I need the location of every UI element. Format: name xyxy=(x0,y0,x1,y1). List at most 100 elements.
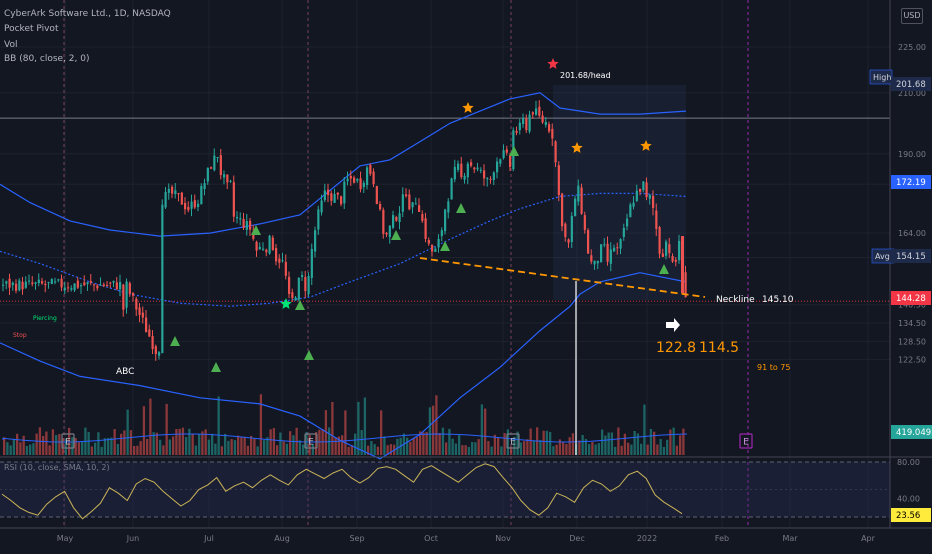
candle xyxy=(229,180,232,182)
volume-bar xyxy=(376,446,380,455)
candle xyxy=(301,275,304,277)
volume-bar xyxy=(464,445,467,455)
candle xyxy=(655,210,658,229)
candle xyxy=(476,167,479,170)
volume-bar xyxy=(432,405,435,455)
indicator-pocket-pivot[interactable]: Pocket Pivot xyxy=(4,24,59,34)
candle xyxy=(167,188,170,193)
volume-bar xyxy=(633,430,636,455)
candle xyxy=(63,287,66,291)
volume-bar xyxy=(207,439,211,455)
candle xyxy=(684,272,687,298)
candle xyxy=(554,141,557,163)
volume-bar xyxy=(94,442,97,455)
candle xyxy=(369,164,372,174)
rsi-value-tag-box xyxy=(891,508,931,522)
volume-bar xyxy=(19,442,22,455)
candle xyxy=(626,218,629,227)
volume-bar xyxy=(129,430,133,455)
volume-bar xyxy=(565,444,568,455)
rsi-title: RSI (10, close, SMA, 10, 2) xyxy=(4,463,110,472)
candle xyxy=(219,155,222,176)
volume-bar xyxy=(201,431,204,455)
candle xyxy=(171,186,174,194)
candle xyxy=(258,246,261,250)
y-tick-label: 134.50 xyxy=(898,319,926,328)
volume-bar xyxy=(81,441,84,455)
volume-bar xyxy=(480,404,484,455)
symbol-title[interactable]: CyberArk Software Ltd., 1D, NASDAQ xyxy=(4,9,171,19)
candle xyxy=(385,232,388,235)
volume-tag: 419.049K xyxy=(896,428,932,438)
candle xyxy=(86,282,89,285)
volume-bar xyxy=(103,438,107,455)
candle xyxy=(460,163,463,178)
y-tick-label: 122.50 xyxy=(898,356,926,365)
candle xyxy=(479,169,482,171)
candle xyxy=(635,190,638,201)
x-tick-label: 2022 xyxy=(637,534,657,543)
pocket-pivot-triangle xyxy=(659,264,669,274)
candle xyxy=(330,193,333,201)
volume-bar xyxy=(256,446,259,455)
volume-bar xyxy=(506,429,510,455)
earnings-marker xyxy=(739,433,753,449)
volume-bar xyxy=(419,431,422,455)
volume-bar xyxy=(477,439,480,455)
candle xyxy=(343,181,346,204)
pocket-pivot-triangle xyxy=(391,230,401,240)
indicator-volume[interactable]: Vol xyxy=(4,40,18,50)
candle xyxy=(470,162,473,166)
pattern-zone xyxy=(553,85,686,300)
candle xyxy=(249,220,252,230)
candle xyxy=(492,172,495,180)
currency-label[interactable]: USD xyxy=(901,8,923,24)
indicator-bollinger[interactable]: BB (80, close, 2, 0) xyxy=(4,54,90,64)
target-2-label: 114.5 xyxy=(699,340,739,356)
candle xyxy=(278,258,281,263)
candle xyxy=(401,194,404,212)
rsi-tick-label: 80.00 xyxy=(897,458,920,467)
candle xyxy=(613,247,616,252)
candle xyxy=(674,259,677,262)
candle xyxy=(658,227,661,254)
candle xyxy=(544,122,547,125)
candle xyxy=(509,154,512,167)
volume-bar xyxy=(490,446,493,455)
candle xyxy=(424,218,427,239)
y-tick-label: 128.50 xyxy=(898,337,926,346)
candle xyxy=(115,282,118,290)
candle xyxy=(304,276,307,292)
candle xyxy=(184,202,187,210)
volume-bar xyxy=(396,438,399,455)
candle xyxy=(236,216,239,219)
candle xyxy=(496,161,499,173)
x-tick-label: May xyxy=(57,534,74,543)
candle xyxy=(645,182,648,198)
volume-bar xyxy=(3,437,6,455)
candle xyxy=(652,195,655,208)
candle xyxy=(375,186,378,204)
volume-bar xyxy=(389,444,393,455)
y-tick-label: 164.00 xyxy=(898,229,926,238)
avg-value-tag-box xyxy=(891,249,931,263)
volume-bar xyxy=(191,434,194,455)
volume-bar xyxy=(315,431,318,455)
candle xyxy=(671,256,674,262)
candle xyxy=(161,204,164,354)
candle xyxy=(141,312,144,318)
candle xyxy=(5,281,8,284)
candle xyxy=(551,128,554,139)
volume-bar xyxy=(9,445,12,455)
candle xyxy=(362,182,365,188)
candle xyxy=(577,185,580,202)
earnings-marker xyxy=(506,433,520,449)
bb-upper-line xyxy=(0,92,687,237)
volume-bar xyxy=(383,436,386,455)
candle xyxy=(122,284,125,310)
candle xyxy=(24,281,27,288)
x-tick-label: Mar xyxy=(782,534,798,543)
candle xyxy=(379,203,382,210)
